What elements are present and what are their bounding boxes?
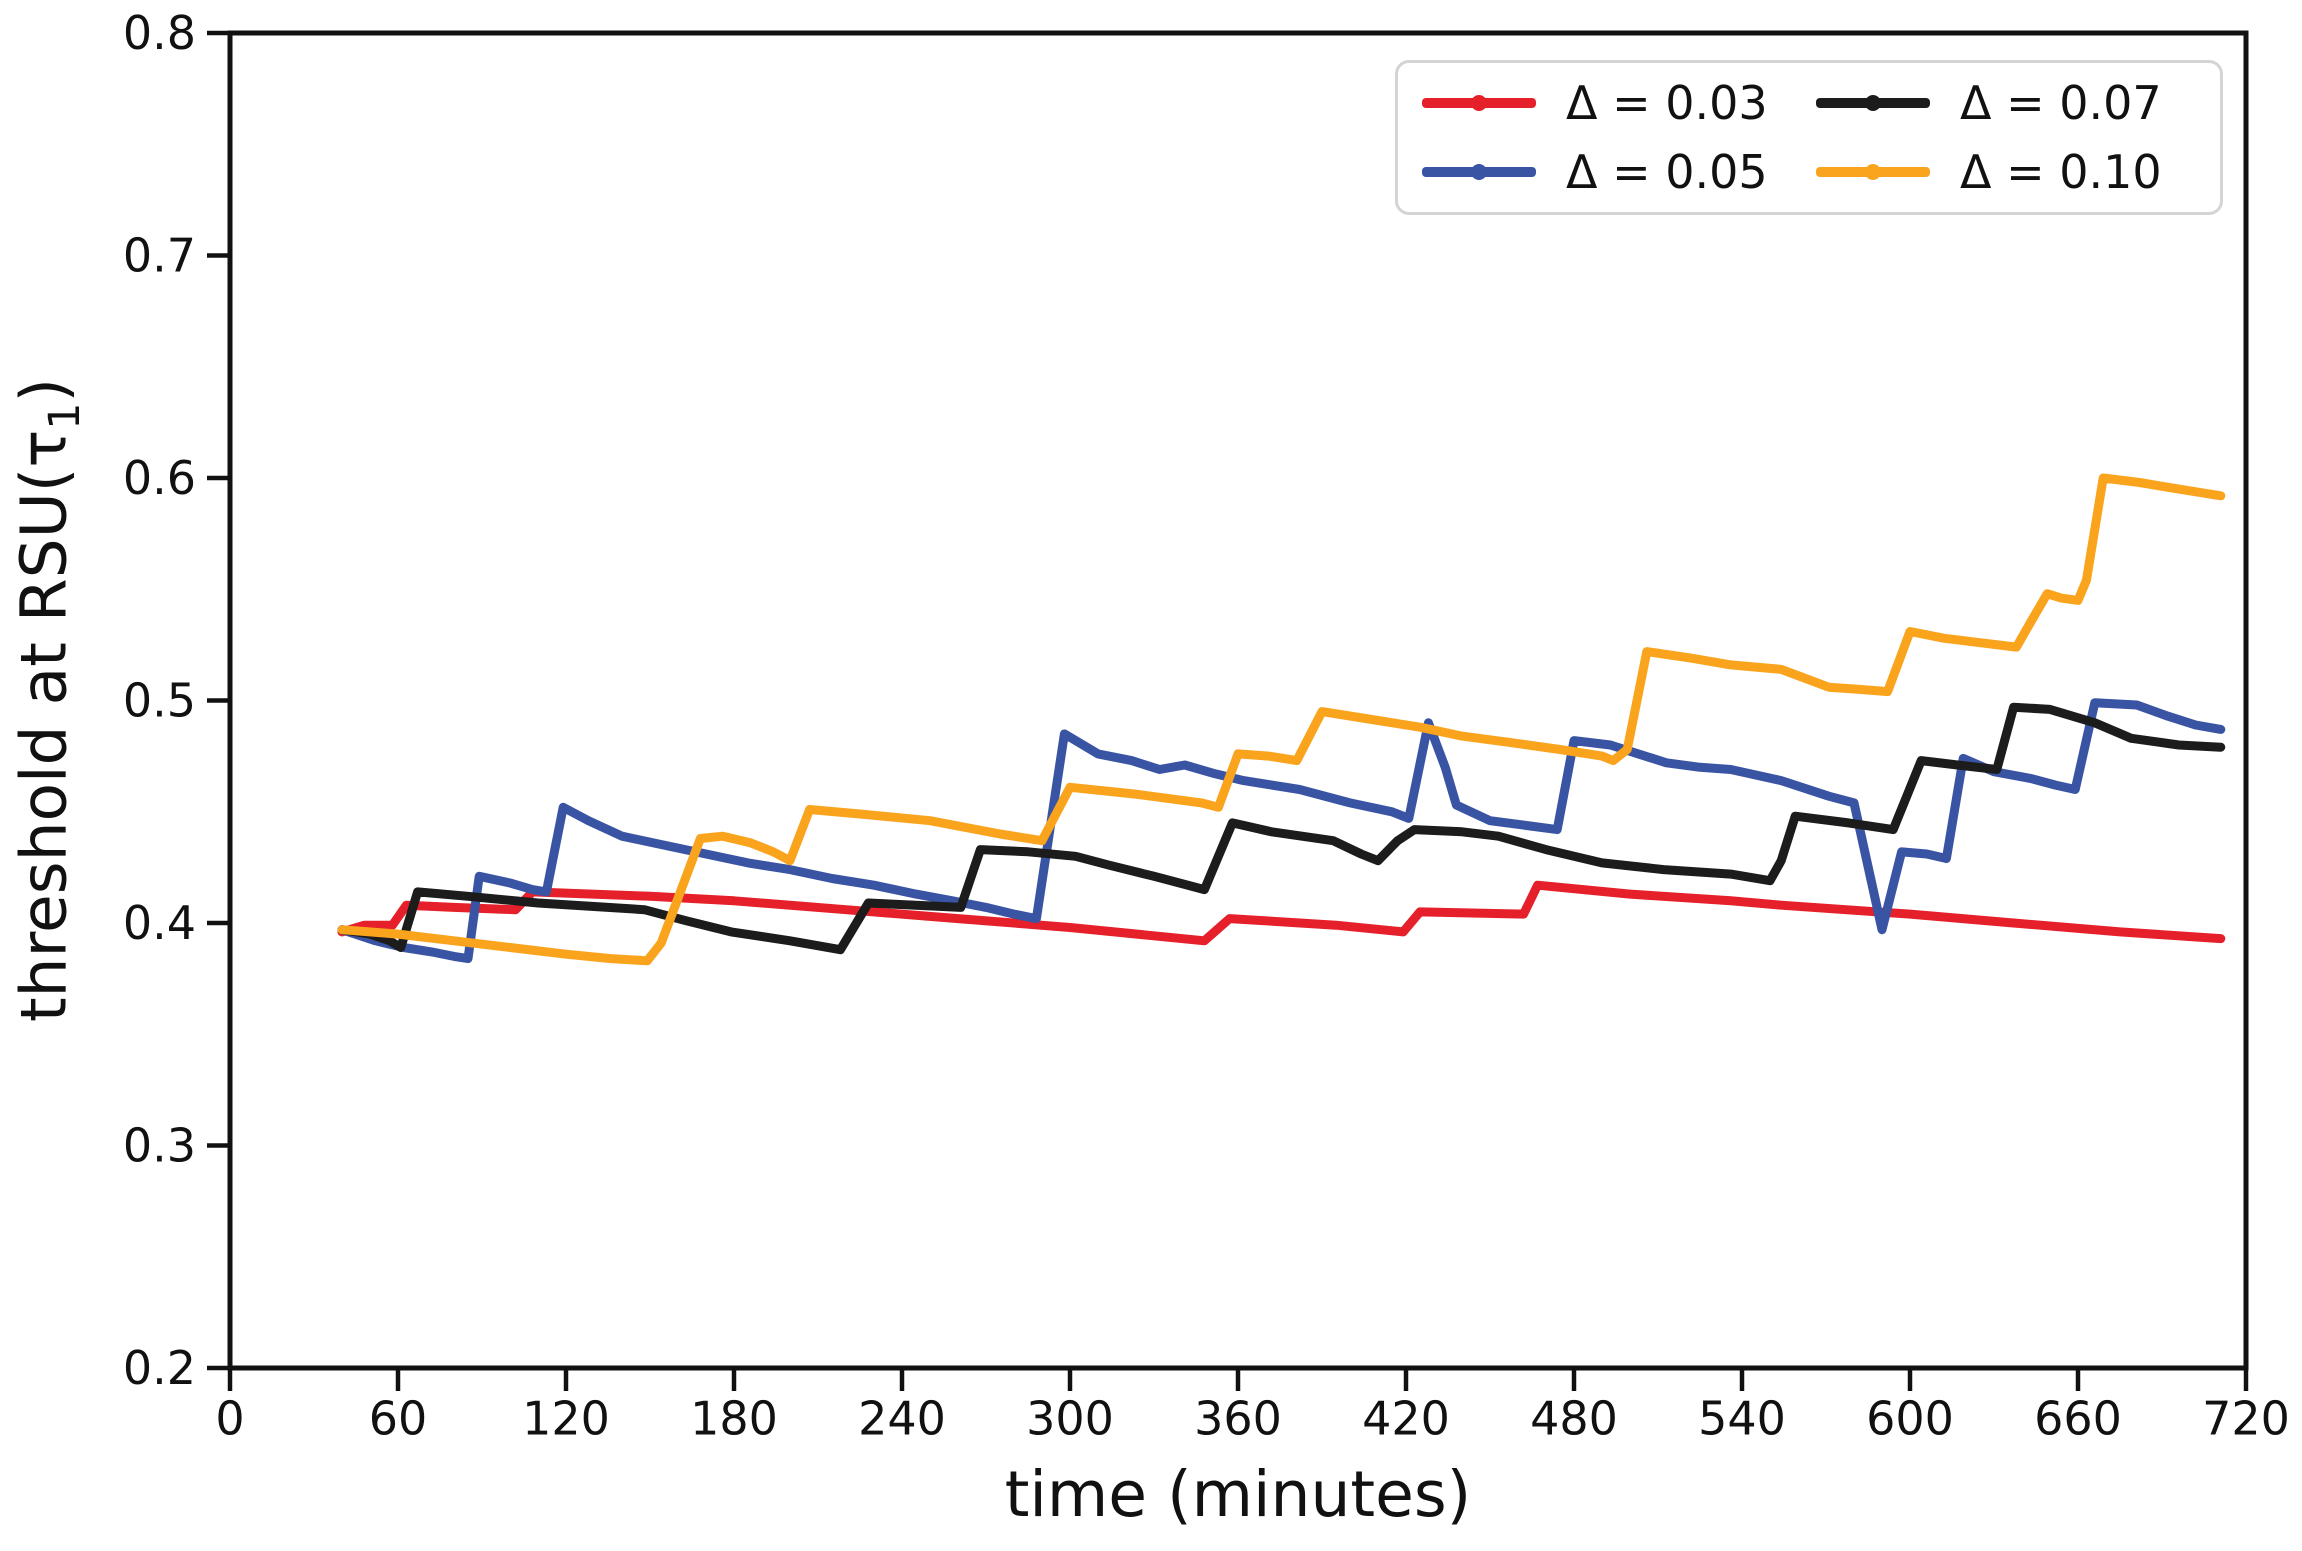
x-tick-label: 0 — [215, 1391, 244, 1445]
x-tick-label: 720 — [2202, 1391, 2290, 1445]
series-line-0.03 — [337, 880, 2226, 946]
legend-label: Δ = 0.07 — [1960, 76, 2162, 131]
legend-item: Δ = 0.05 — [1422, 145, 1816, 199]
legend-marker-dot — [1471, 95, 1487, 112]
x-tick-label: 240 — [858, 1391, 946, 1445]
legend-label: Δ = 0.05 — [1566, 144, 1768, 199]
x-tick-label: 360 — [1194, 1391, 1282, 1445]
y-tick-label: 0.2 — [123, 1341, 196, 1395]
y-axis-label: threshold at RSU(τ1) — [7, 377, 91, 1023]
y-tick-label: 0.8 — [123, 6, 196, 60]
y-axis-label-text: threshold at RSU(τ — [7, 429, 81, 1023]
series-line-0.05 — [337, 698, 2226, 964]
legend-label: Δ = 0.03 — [1566, 76, 1768, 131]
axes-spines — [227, 30, 2249, 1371]
y-tick-label: 0.6 — [123, 451, 196, 505]
x-tick-label: 420 — [1362, 1391, 1450, 1445]
legend-marker-dot — [1865, 163, 1881, 180]
x-tick-label: 600 — [1866, 1391, 1954, 1445]
y-axis-label-subscript: 1 — [40, 402, 91, 430]
legend-line-sample — [1422, 163, 1536, 180]
x-tick-label: 60 — [369, 1391, 428, 1445]
y-tick-label: 0.7 — [123, 229, 196, 283]
x-tick-label: 660 — [2034, 1391, 2122, 1445]
legend-line-sample — [1422, 95, 1536, 112]
y-tick-label: 0.5 — [123, 674, 196, 728]
legend: Δ = 0.03 Δ = 0.05 Δ = 0.07 Δ = 0.10 — [1395, 60, 2223, 215]
y-axis-label-suffix: ) — [7, 377, 81, 403]
x-tick-label: 180 — [690, 1391, 778, 1445]
x-tick-label: 540 — [1698, 1391, 1786, 1445]
legend-marker-dot — [1865, 95, 1881, 112]
legend-item: Δ = 0.07 — [1816, 76, 2210, 130]
series-line-0.1 — [337, 473, 2226, 966]
legend-line-sample — [1816, 163, 1930, 180]
x-tick-label: 480 — [1530, 1391, 1618, 1445]
series-line-0.07 — [337, 702, 2226, 955]
x-axis-label: time (minutes) — [1004, 1458, 1472, 1531]
legend-item: Δ = 0.10 — [1816, 145, 2210, 199]
legend-item: Δ = 0.03 — [1422, 76, 1816, 130]
legend-line-sample — [1816, 95, 1930, 112]
x-tick-label: 120 — [522, 1391, 610, 1445]
x-tick-label: 300 — [1026, 1391, 1114, 1445]
y-tick-label: 0.4 — [123, 896, 196, 950]
y-tick-label: 0.3 — [123, 1119, 196, 1173]
legend-marker-dot — [1471, 163, 1487, 180]
legend-label: Δ = 0.10 — [1960, 144, 2162, 199]
